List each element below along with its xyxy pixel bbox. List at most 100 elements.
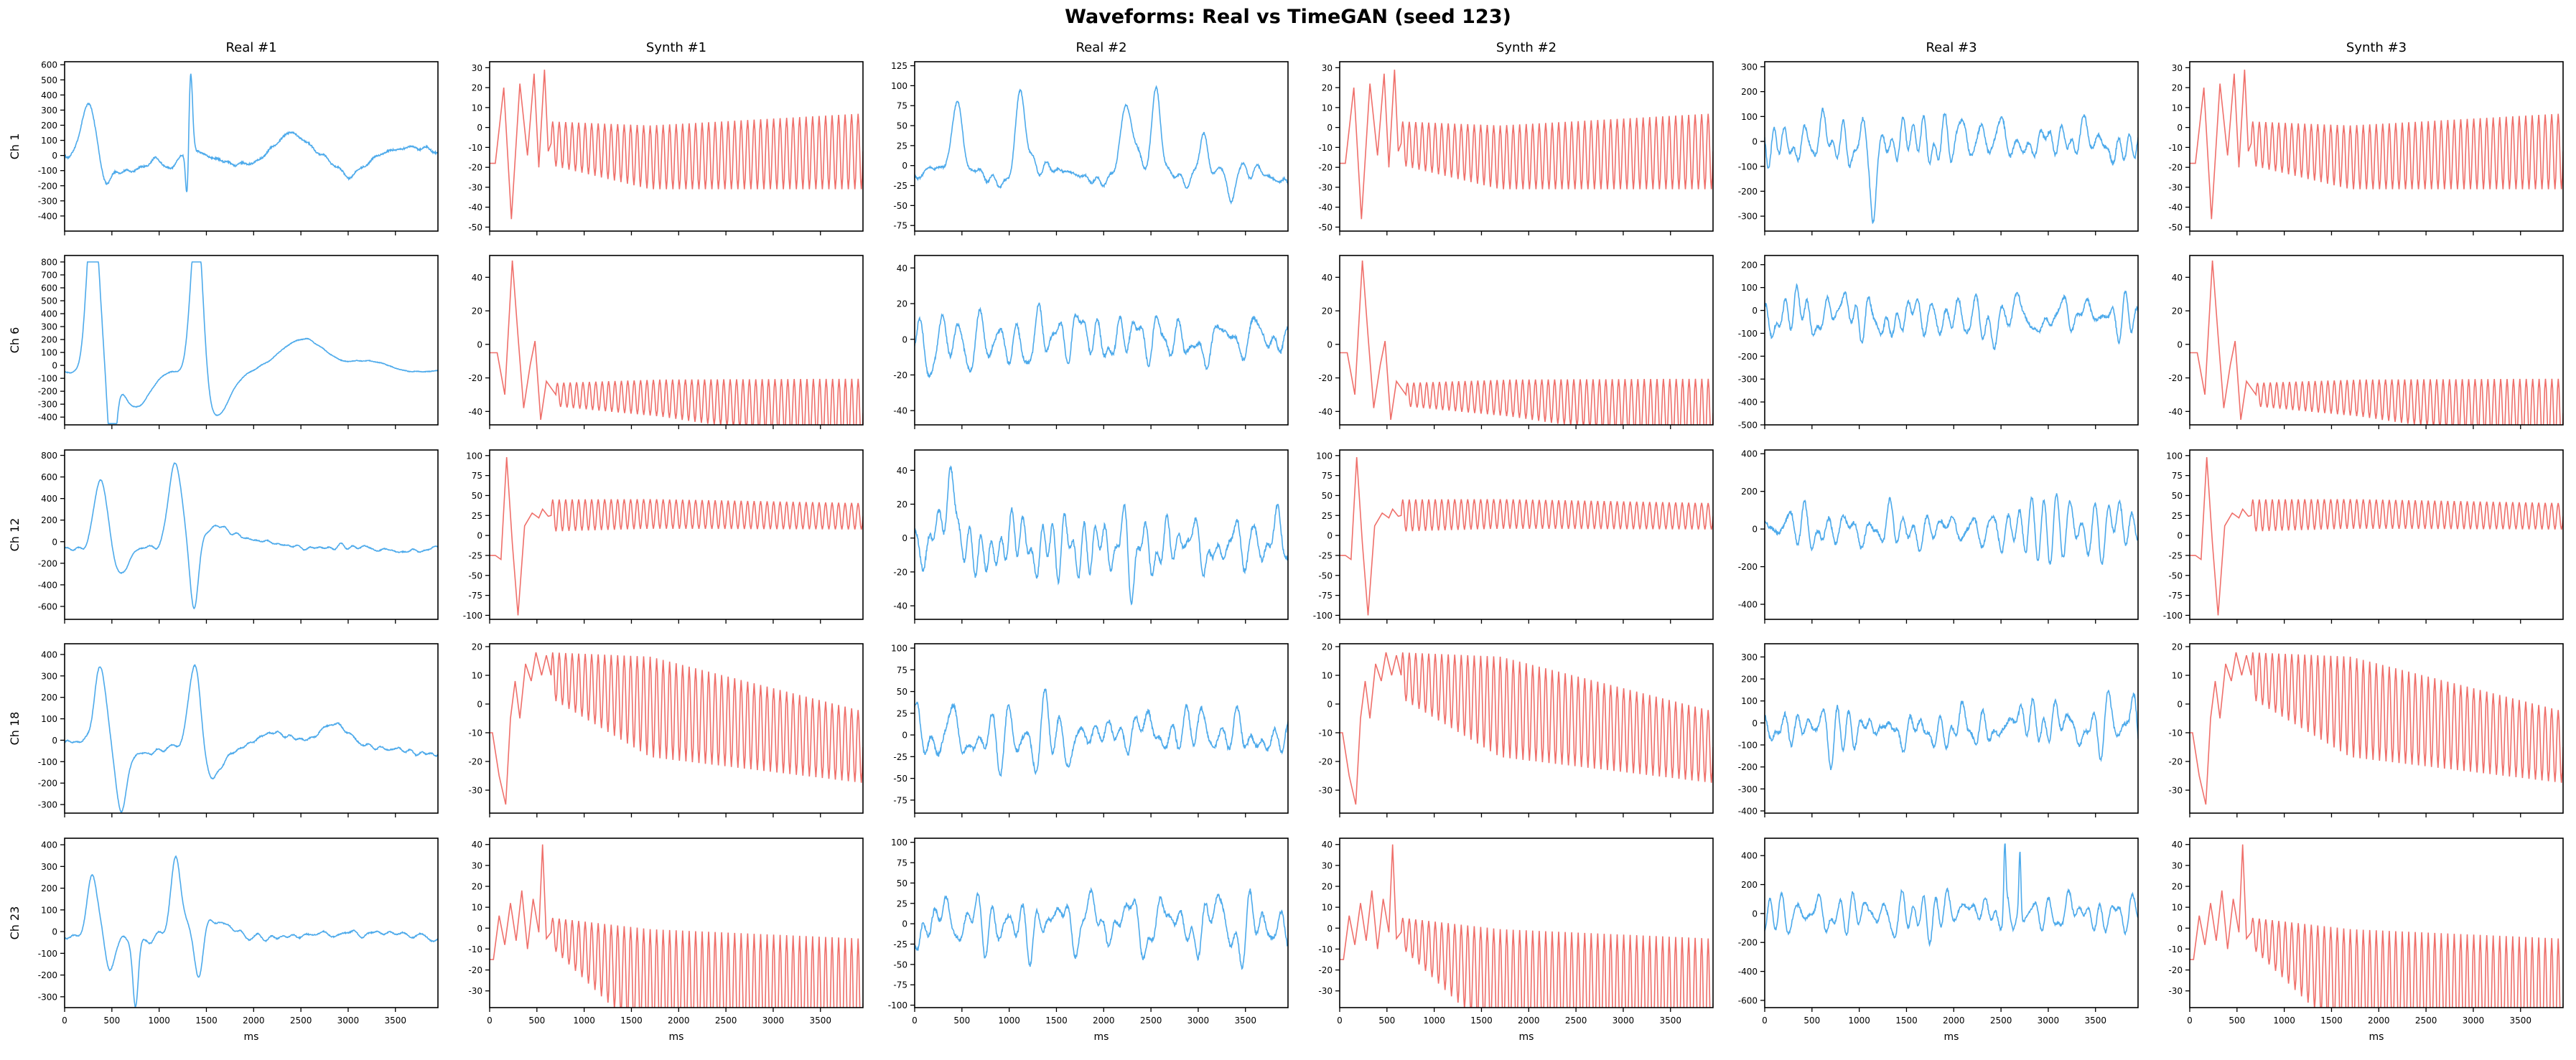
y-tick-label: 0 — [2177, 123, 2183, 133]
y-tick-label: 75 — [897, 665, 907, 675]
column-title: Real #2 — [1075, 40, 1126, 55]
y-tick-label: -10 — [2168, 728, 2183, 738]
y-tick-label: 100 — [41, 348, 57, 358]
y-tick-label: 25 — [897, 708, 907, 718]
y-tick-label: -20 — [468, 965, 482, 975]
x-tick-label: 0 — [487, 1016, 493, 1026]
y-tick-label: 20 — [472, 642, 482, 652]
y-tick-label: -20 — [2168, 163, 2183, 173]
subplot-r4-c2: -30 -20 -10 0 10 20 — [468, 642, 864, 817]
column-title: Synth #3 — [2346, 40, 2407, 55]
y-tick-label: 30 — [1322, 860, 1333, 871]
subplot-r2-c3: -40 -20 0 20 40 — [893, 255, 1289, 429]
axes-frame — [64, 838, 439, 1008]
y-tick-label: 50 — [1322, 491, 1333, 501]
y-tick-label: -100 — [38, 374, 57, 384]
y-tick-label: -40 — [893, 406, 907, 416]
x-tick-label: 1000 — [1848, 1016, 1870, 1026]
subplot-r5-c6: -30 -20 -10 0 10 20 30 40 0 500 1000 1500 2000 2500 30… — [2168, 838, 2564, 1043]
y-tick-label: -100 — [38, 166, 57, 176]
series-line-real — [1765, 843, 2138, 947]
series-line-real — [915, 886, 1288, 970]
y-tick-label: 100 — [41, 136, 57, 146]
series-line-synth — [1340, 70, 1713, 220]
y-tick-label: 0 — [1752, 306, 1758, 316]
series-line-real — [915, 302, 1288, 379]
y-tick-label: 0 — [477, 123, 482, 133]
y-tick-label: 200 — [1741, 87, 1758, 97]
x-tick-label: 3000 — [337, 1016, 360, 1026]
axes-frame — [64, 449, 439, 620]
y-tick-label: -200 — [38, 181, 57, 191]
y-tick-label: -400 — [1738, 600, 1758, 610]
y-tick-label: 0 — [1327, 339, 1333, 350]
x-tick-label: 1500 — [195, 1016, 218, 1026]
series-line-real — [65, 73, 438, 192]
y-tick-label: 20 — [2172, 642, 2183, 652]
y-tick-label: 0 — [2177, 531, 2183, 541]
y-tick-label: 400 — [41, 840, 57, 850]
y-tick-label: 20 — [1322, 882, 1333, 892]
y-tick-label: -10 — [1318, 944, 1333, 955]
y-tick-label: 20 — [897, 499, 907, 510]
y-tick-label: -30 — [2168, 986, 2183, 996]
axes-frame — [1764, 643, 2139, 814]
y-tick-label: -200 — [1738, 352, 1758, 362]
column-title: Synth #1 — [646, 40, 706, 55]
y-tick-label: -20 — [468, 163, 482, 173]
y-tick-label: -10 — [468, 944, 482, 955]
y-tick-label: -40 — [468, 407, 482, 417]
y-tick-label: 100 — [41, 905, 57, 915]
series-line-real — [65, 462, 438, 609]
subplot-r2-c2: -40 -20 0 20 40 — [468, 255, 864, 429]
y-tick-label: 0 — [2177, 924, 2183, 934]
y-tick-label: 0 — [1327, 123, 1333, 133]
series-line-real — [1765, 493, 2138, 566]
y-tick-label: 10 — [1322, 671, 1333, 681]
series-line-real — [915, 85, 1288, 205]
y-tick-label: 300 — [41, 322, 57, 332]
y-tick-label: -400 — [38, 413, 57, 423]
y-tick-label: 20 — [897, 299, 907, 309]
y-tick-label: 200 — [1741, 675, 1758, 685]
row-label: Ch 6 — [8, 327, 22, 354]
x-tick-label: 2000 — [2368, 1016, 2390, 1026]
y-tick-label: -400 — [38, 580, 57, 590]
y-tick-label: 10 — [1322, 103, 1333, 113]
x-tick-label: 2500 — [1140, 1016, 1162, 1026]
y-tick-label: 100 — [1741, 112, 1758, 122]
y-tick-label: 300 — [1741, 62, 1758, 72]
y-tick-label: -50 — [2168, 571, 2183, 581]
y-tick-label: 400 — [1741, 449, 1758, 459]
subplot-r2-c4: -40 -20 0 20 40 — [1318, 255, 1714, 429]
axes-frame — [1339, 838, 1714, 1008]
column-title: Synth #2 — [1496, 40, 1557, 55]
y-tick-label: 100 — [41, 714, 57, 724]
y-tick-label: -20 — [1318, 163, 1333, 173]
y-tick-label: -100 — [1738, 740, 1758, 750]
y-tick-label: -20 — [2168, 757, 2183, 767]
y-tick-label: -200 — [38, 779, 57, 789]
y-tick-label: 800 — [41, 451, 57, 461]
series-line-real — [65, 261, 438, 424]
y-tick-label: -300 — [1738, 212, 1758, 222]
subplot-r2-c1: -400 -300 -200 -100 0 100 200 300 400 500 600 700 80… — [8, 255, 439, 429]
x-tick-label: 500 — [1803, 1016, 1820, 1026]
y-tick-label: -40 — [468, 202, 482, 212]
y-tick-label: -300 — [1738, 784, 1758, 794]
y-tick-label: 300 — [41, 862, 57, 872]
x-tick-label: 0 — [62, 1016, 67, 1026]
y-tick-label: -50 — [893, 960, 907, 970]
y-tick-label: -20 — [2168, 373, 2183, 383]
y-tick-label: -200 — [38, 387, 57, 397]
y-tick-label: 0 — [1752, 525, 1758, 535]
row-label: Ch 18 — [8, 712, 22, 746]
y-tick-label: -40 — [1318, 202, 1333, 212]
series-line-synth — [2190, 260, 2563, 425]
axes-frame — [489, 255, 864, 426]
x-tick-label: 3000 — [2038, 1016, 2060, 1026]
y-tick-label: 10 — [472, 103, 482, 113]
x-axis-label: ms — [1519, 1031, 1534, 1043]
x-tick-label: 1000 — [573, 1016, 595, 1026]
y-tick-label: -10 — [2168, 944, 2183, 955]
